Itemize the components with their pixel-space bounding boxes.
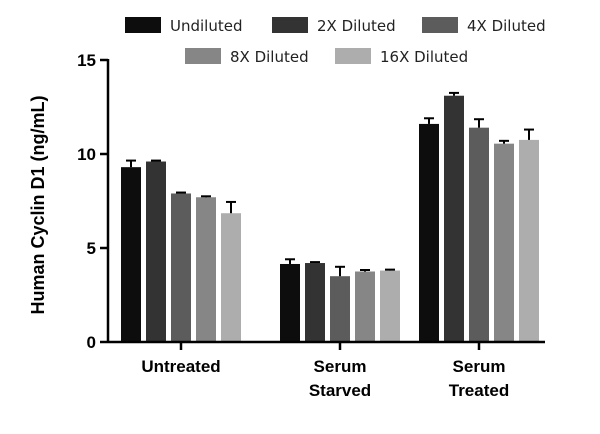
bar-2-2 xyxy=(469,127,489,343)
y-tick-label: 15 xyxy=(77,51,96,70)
x-tick-label: Untreated xyxy=(141,357,220,376)
bar-2-3 xyxy=(494,143,514,342)
legend-label-2: 4X Diluted xyxy=(467,17,546,35)
bar-0-1 xyxy=(146,161,166,342)
bar-1-2 xyxy=(330,276,350,342)
x-tick-label-line: Untreated xyxy=(141,357,220,376)
bar-0-3 xyxy=(196,197,216,342)
legend-label-3: 8X Diluted xyxy=(230,48,309,66)
legend-label-4: 16X Diluted xyxy=(380,48,468,66)
legend-swatch-3 xyxy=(185,48,221,64)
bar-1-4 xyxy=(380,270,400,342)
bar-2-0 xyxy=(419,123,439,342)
bar-1-0 xyxy=(280,263,300,342)
bar-0-0 xyxy=(121,167,141,342)
legend-swatch-0 xyxy=(125,17,161,33)
bars xyxy=(121,91,539,343)
legend: Undiluted 2X Diluted 4X Diluted 8X Diluted 1… xyxy=(125,17,546,66)
x-tick-label-line: Serum xyxy=(314,357,367,376)
x-tick-label-line: Starved xyxy=(309,381,371,400)
x-tick-label: Serum Starved xyxy=(309,357,371,400)
legend-label-0: Undiluted xyxy=(170,17,242,35)
legend-swatch-1 xyxy=(272,17,308,33)
x-tick-label-line: Treated xyxy=(449,381,509,400)
bar-0-4 xyxy=(221,213,241,342)
bar-1-3 xyxy=(355,271,375,342)
axes: 0 5 10 15 Untreated Serum Starved Serum Treated xyxy=(77,51,545,400)
legend-label-1: 2X Diluted xyxy=(317,17,396,35)
y-axis-label: Human Cyclin D1 (ng/mL) xyxy=(28,95,48,314)
bar-0-2 xyxy=(171,193,191,342)
y-tick-label: 10 xyxy=(77,145,96,164)
bar-2-4 xyxy=(519,139,539,342)
bar-1-1 xyxy=(305,263,325,342)
y-tick-label: 5 xyxy=(87,239,96,258)
x-tick-label: Serum Treated xyxy=(449,357,509,400)
x-tick-label-line: Serum xyxy=(453,357,506,376)
y-tick-label: 0 xyxy=(87,333,96,352)
legend-swatch-4 xyxy=(335,48,371,64)
legend-swatch-2 xyxy=(422,17,458,33)
bar-2-1 xyxy=(444,95,464,342)
